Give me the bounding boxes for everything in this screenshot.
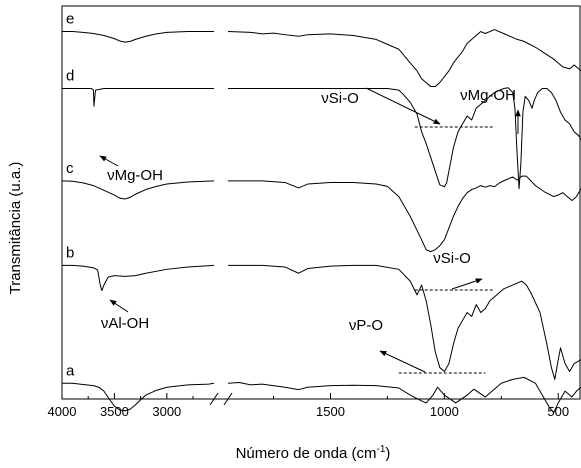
annotation-label: νMg-OH [107,167,163,184]
axis-break-gap [215,397,227,403]
annotation-arrow [100,156,118,166]
trace-labels: a b c d e [66,11,75,380]
x-tick-label: 3500 [100,404,129,419]
x-tick-label: 1000 [430,404,459,419]
annotation-label: νMg-OH [460,87,516,104]
x-ticks: 4000 3500 3000 1500 1000 500 [48,393,570,419]
annotation-label: νP-O [349,317,383,334]
x-axis-title: Número de onda (cm-1) [236,444,391,462]
trace-e [62,30,581,87]
plot-frame [62,6,580,399]
x-tick-label: 4000 [48,404,77,419]
annotation-label: νAl-OH [101,315,149,332]
band-annotations: νSi-O νMg-OH νMg-OH νSi-O νAl-OH νP-O [100,87,518,373]
trace-label-e: e [66,11,74,28]
annotation-label: νSi-O [433,250,471,267]
annotation-label: νSi-O [321,90,359,107]
y-axis-title: Transmitância (u.a.) [7,162,24,295]
trace-label-a: a [66,362,75,379]
trace-c [62,176,581,251]
annotation-arrow [380,351,425,372]
trace-label-c: c [66,160,74,177]
trace-label-d: d [66,68,74,85]
x-tick-label: 3000 [152,404,181,419]
x-tick-label: 500 [547,404,569,419]
annotation-arrow [452,279,482,289]
x-tick-label: 1500 [316,404,345,419]
trace-label-b: b [66,244,74,261]
annotation-arrow [110,300,128,312]
